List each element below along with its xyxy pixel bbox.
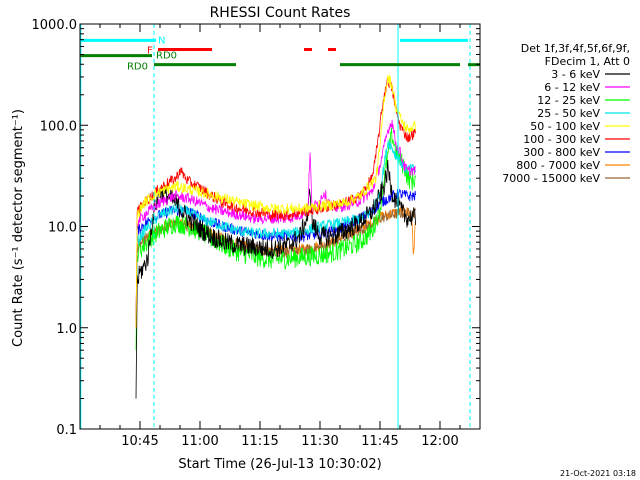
legend-header-line: FDecim 1, Att 0 <box>545 55 630 68</box>
flag-label-f: F <box>147 45 153 56</box>
y-tick-label: 1000.0 <box>32 18 78 33</box>
x-tick-label: 11:00 <box>181 434 218 449</box>
series-line-50-100kevkev <box>135 74 416 328</box>
flag-label-rd0-left: RD0 <box>127 62 148 73</box>
x-tick-label: 11:30 <box>301 434 338 449</box>
legend-entry-label: 7000 - 15000 keV <box>502 172 600 185</box>
legend-entry-label: 6 - 12 keV <box>544 81 600 94</box>
y-tick-label: 1.0 <box>56 322 77 337</box>
flag-label-rd0: RD0 <box>156 51 177 62</box>
legend-entry-label: 3 - 6 keV <box>551 68 600 81</box>
axes: 10:45 11:00 11:15 11:30 11:45 12:00 0.1 1.0 10.0… <box>32 18 481 449</box>
legend-entry-label: 12 - 25 keV <box>537 94 600 107</box>
legend-entry-label: 25 - 50 keV <box>537 107 600 120</box>
legend: Det 1f,3f,4f,5f,6f,9f,FDecim 1, Att 03 -… <box>502 42 630 185</box>
series-line-3-6kevkev <box>135 159 416 399</box>
chart-title: RHESSI Count Rates <box>210 5 351 21</box>
legend-entry-label: 300 - 800 keV <box>523 146 600 159</box>
legend-entry-label: 800 - 7000 keV <box>516 159 600 172</box>
x-tick-label: 12:00 <box>421 434 458 449</box>
x-tick-label: 10:45 <box>121 434 158 449</box>
flag-label-n: N <box>158 35 165 46</box>
x-axis-label: Start Time (26-Jul-13 10:30:02) <box>178 457 381 472</box>
x-tick-label: 11:45 <box>361 434 398 449</box>
legend-header-line: Det 1f,3f,4f,5f,6f,9f, <box>521 42 630 55</box>
y-tick-label: 100.0 <box>40 119 77 134</box>
legend-entry-label: 100 - 300 keV <box>523 133 600 146</box>
x-tick-label: 11:15 <box>241 434 278 449</box>
y-axis-label: Count Rate (s⁻¹ detector segment⁻¹) <box>11 109 26 347</box>
series-line-100-300kevkev <box>135 77 416 328</box>
series-layer <box>135 74 416 399</box>
footer-timestamp: 21-Oct-2021 03:18 <box>560 469 636 478</box>
y-tick-label: 10.0 <box>48 221 77 236</box>
legend-entry-label: 50 - 100 keV <box>530 120 600 133</box>
y-tick-label: 0.1 <box>56 423 77 438</box>
